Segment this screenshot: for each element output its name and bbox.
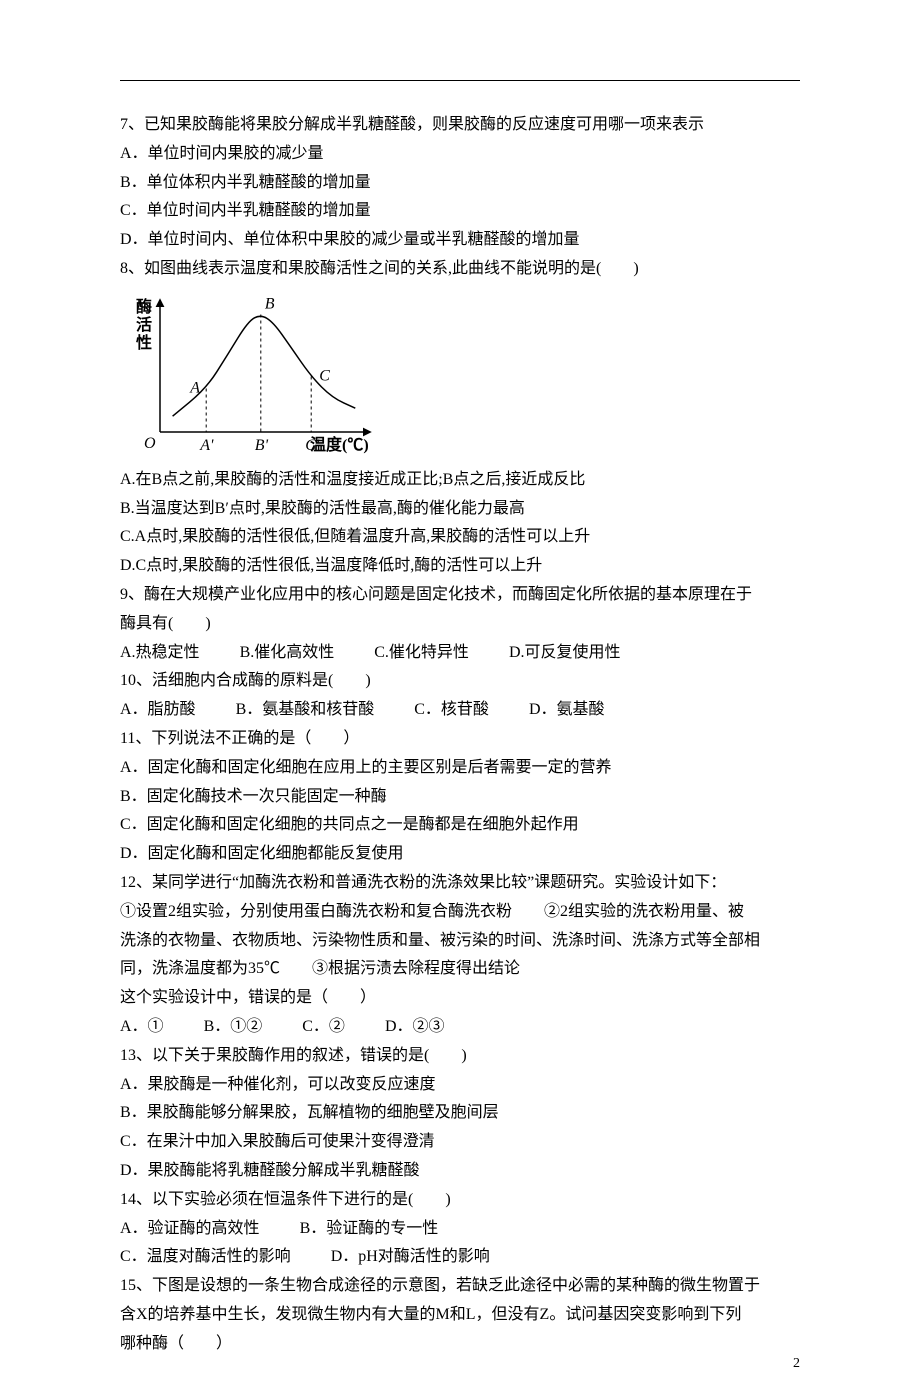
q7-stem: 7、已知果胶酶能将果胶分解成半乳糖醛酸，则果胶酶的反应速度可用哪一项来表示 — [120, 111, 800, 140]
q15-l2: 含X的培养基中生长，发现微生物内有大量的M和L，但没有Z。试问基因突变影响到下列 — [120, 1301, 800, 1330]
svg-text:性: 性 — [136, 333, 152, 352]
svg-text:A': A' — [199, 437, 214, 454]
page-number: 2 — [793, 1351, 800, 1376]
q12-l1: ①设置2组实验，分别使用蛋白酶洗衣粉和复合酶洗衣粉 ②2组实验的洗衣粉用量、被 — [120, 898, 800, 927]
q12-l2: 洗涤的衣物量、衣物质地、污染物性质和量、被污染的时间、洗涤时间、洗涤方式等全部相 — [120, 927, 800, 956]
q7-opt-b: B．单位体积内半乳糖醛酸的增加量 — [120, 169, 800, 198]
q11-opt-d: D．固定化酶和固定化细胞都能反复使用 — [120, 840, 800, 869]
q15-l3: 哪种酶（ ） — [120, 1330, 800, 1359]
q11-stem: 11、下列说法不正确的是（ ） — [120, 725, 800, 754]
svg-text:酶: 酶 — [136, 297, 152, 316]
q7-opt-a: A．单位时间内果胶的减少量 — [120, 140, 800, 169]
q8-opt-a: A.在B点之前,果胶酶的活性和温度接近成正比;B点之后,接近成反比 — [120, 466, 800, 495]
q13-stem: 13、以下关于果胶酶作用的叙述，错误的是( ) — [120, 1042, 800, 1071]
q10-opt-d: D．氨基酸 — [529, 696, 605, 725]
q10-opt-a: A．脂肪酸 — [120, 696, 196, 725]
q14-options-row2: C．温度对酶活性的影响 D．pH对酶活性的影响 — [120, 1243, 800, 1272]
q9-options: A.热稳定性 B.催化高效性 C.催化特异性 D.可反复使用性 — [120, 639, 800, 668]
q9-stem-line1: 9、酶在大规模产业化应用中的核心问题是固定化技术，而酶固定化所依据的基本原理在于 — [120, 581, 800, 610]
q7-opt-d: D．单位时间内、单位体积中果胶的减少量或半乳糖醛酸的增加量 — [120, 226, 800, 255]
q14-options-row1: A．验证酶的高效性 B．验证酶的专一性 — [120, 1215, 800, 1244]
q9-opt-c: C.催化特异性 — [374, 639, 469, 668]
q12-opt-d: D．②③ — [385, 1013, 445, 1042]
q10-stem: 10、活细胞内合成酶的原料是( ) — [120, 667, 800, 696]
q13-opt-a: A．果胶酶是一种催化剂，可以改变反应速度 — [120, 1071, 800, 1100]
q12-l3: 同，洗涤温度都为35℃ ③根据污渍去除程度得出结论 — [120, 955, 800, 984]
q15-l1: 15、下图是设想的一条生物合成途径的示意图，若缺乏此途径中必需的某种酶的微生物置… — [120, 1272, 800, 1301]
svg-text:O: O — [144, 435, 156, 452]
q14-opt-a: A．验证酶的高效性 — [120, 1215, 260, 1244]
q10-options: A．脂肪酸 B．氨基酸和核苷酸 C．核苷酸 D．氨基酸 — [120, 696, 800, 725]
svg-text:C: C — [319, 367, 330, 384]
q11-opt-c: C．固定化酶和固定化细胞的共同点之一是酶都是在细胞外起作用 — [120, 811, 800, 840]
q8-opt-d: D.C点时,果胶酶的活性很低,当温度降低时,酶的活性可以上升 — [120, 552, 800, 581]
svg-text:温度(℃): 温度(℃) — [309, 435, 369, 454]
q8-opt-c: C.A点时,果胶酶的活性很低,但随着温度升高,果胶酶的活性可以上升 — [120, 523, 800, 552]
q12-opt-c: C．② — [302, 1013, 345, 1042]
q8-chart-svg: 酶活性AA'BB'CC'O温度(℃) — [120, 290, 380, 460]
q13-opt-c: C．在果汁中加入果胶酶后可使果汁变得澄清 — [120, 1128, 800, 1157]
q9-stem-line2: 酶具有( ) — [120, 610, 800, 639]
q11-opt-a: A．固定化酶和固定化细胞在应用上的主要区别是后者需要一定的营养 — [120, 754, 800, 783]
top-divider — [120, 80, 800, 81]
svg-text:A: A — [189, 379, 200, 396]
q12-options: A．① B．①② C．② D．②③ — [120, 1013, 800, 1042]
q9-opt-b: B.催化高效性 — [240, 639, 335, 668]
q9-opt-a: A.热稳定性 — [120, 639, 200, 668]
q13-opt-d: D．果胶酶能将乳糖醛酸分解成半乳糖醛酸 — [120, 1157, 800, 1186]
q13-opt-b: B．果胶酶能够分解果胶，瓦解植物的细胞壁及胞间层 — [120, 1099, 800, 1128]
svg-text:B: B — [265, 295, 275, 312]
q8-stem: 8、如图曲线表示温度和果胶酶活性之间的关系,此曲线不能说明的是( ) — [120, 255, 800, 284]
q14-stem: 14、以下实验必须在恒温条件下进行的是( ) — [120, 1186, 800, 1215]
q12-ask: 这个实验设计中，错误的是（ ） — [120, 984, 800, 1013]
q14-opt-c: C．温度对酶活性的影响 — [120, 1243, 291, 1272]
svg-text:B': B' — [255, 437, 269, 454]
q10-opt-b: B．氨基酸和核苷酸 — [236, 696, 375, 725]
q11-opt-b: B．固定化酶技术一次只能固定一种酶 — [120, 783, 800, 812]
svg-text:活: 活 — [136, 315, 152, 334]
q14-opt-d: D．pH对酶活性的影响 — [331, 1243, 490, 1272]
q12-stem: 12、某同学进行“加酶洗衣粉和普通洗衣粉的洗涤效果比较”课题研究。实验设计如下： — [120, 869, 800, 898]
q14-opt-b: B．验证酶的专一性 — [300, 1215, 439, 1244]
q12-opt-a: A．① — [120, 1013, 164, 1042]
q8-chart: 酶活性AA'BB'CC'O温度(℃) — [120, 290, 800, 460]
q8-opt-b: B.当温度达到B′点时,果胶酶的活性最高,酶的催化能力最高 — [120, 495, 800, 524]
q9-opt-d: D.可反复使用性 — [509, 639, 621, 668]
q12-opt-b: B．①② — [204, 1013, 263, 1042]
q10-opt-c: C．核苷酸 — [414, 696, 489, 725]
q7-opt-c: C．单位时间内半乳糖醛酸的增加量 — [120, 197, 800, 226]
